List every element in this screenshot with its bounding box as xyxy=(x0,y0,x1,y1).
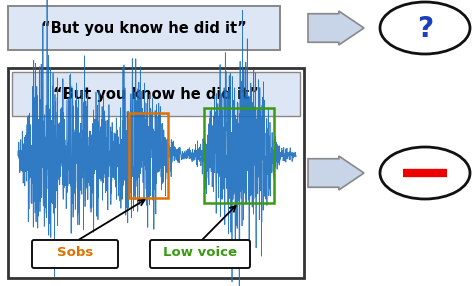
Bar xyxy=(129,112,168,198)
Ellipse shape xyxy=(380,147,470,199)
Bar xyxy=(204,108,274,202)
FancyBboxPatch shape xyxy=(8,6,280,50)
Text: ?: ? xyxy=(417,15,433,43)
Text: “But you know he did it”: “But you know he did it” xyxy=(41,21,247,35)
Ellipse shape xyxy=(380,2,470,54)
FancyBboxPatch shape xyxy=(12,72,300,116)
Text: Sobs: Sobs xyxy=(57,247,93,259)
Text: “But you know he did it”: “But you know he did it” xyxy=(53,86,259,102)
Text: Low voice: Low voice xyxy=(163,247,237,259)
FancyBboxPatch shape xyxy=(8,68,304,278)
Polygon shape xyxy=(308,156,364,190)
FancyBboxPatch shape xyxy=(150,240,250,268)
Polygon shape xyxy=(308,11,364,45)
FancyBboxPatch shape xyxy=(32,240,118,268)
